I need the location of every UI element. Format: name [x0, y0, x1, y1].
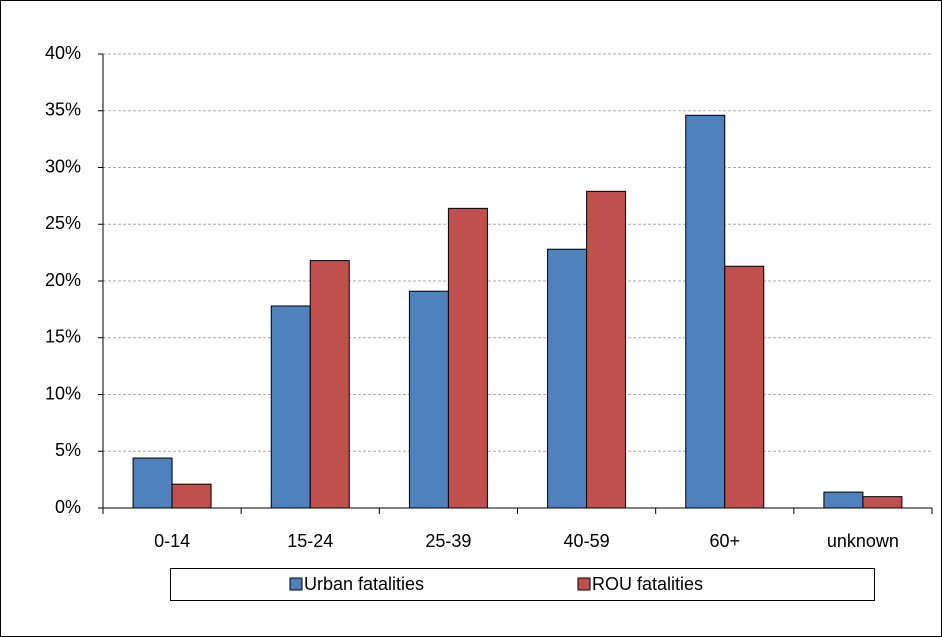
- x-tick-label: 40-59: [564, 531, 610, 551]
- x-tick-label: 60+: [709, 531, 740, 551]
- legend-label: ROU fatalities: [592, 574, 703, 594]
- bar: [270, 305, 311, 509]
- y-tick-label: 20%: [45, 270, 81, 290]
- bar: [447, 207, 488, 509]
- y-tick-label: 25%: [45, 213, 81, 233]
- bar: [685, 114, 726, 509]
- bar: [586, 190, 627, 509]
- bar: [724, 265, 765, 509]
- legend-label: Urban fatalities: [304, 574, 424, 594]
- legend-swatch: [289, 577, 303, 591]
- bar: [823, 491, 864, 509]
- bar: [547, 248, 588, 509]
- y-tick-label: 35%: [45, 100, 81, 120]
- y-tick-label: 10%: [45, 383, 81, 403]
- y-tick-label: 30%: [45, 156, 81, 176]
- bar: [171, 483, 212, 509]
- bar: [309, 260, 350, 509]
- x-tick-label: 0-14: [154, 531, 190, 551]
- bar: [408, 290, 449, 509]
- x-tick-label: 15-24: [287, 531, 333, 551]
- bar: [132, 457, 173, 509]
- y-tick-label: 40%: [45, 43, 81, 63]
- x-tick-label: unknown: [827, 531, 899, 551]
- y-tick-label: 0%: [55, 497, 81, 517]
- y-tick-label: 15%: [45, 327, 81, 347]
- x-tick-label: 25-39: [425, 531, 471, 551]
- bar: [862, 496, 903, 509]
- legend-box: [170, 568, 875, 601]
- y-tick-label: 5%: [55, 440, 81, 460]
- legend-swatch: [577, 577, 591, 591]
